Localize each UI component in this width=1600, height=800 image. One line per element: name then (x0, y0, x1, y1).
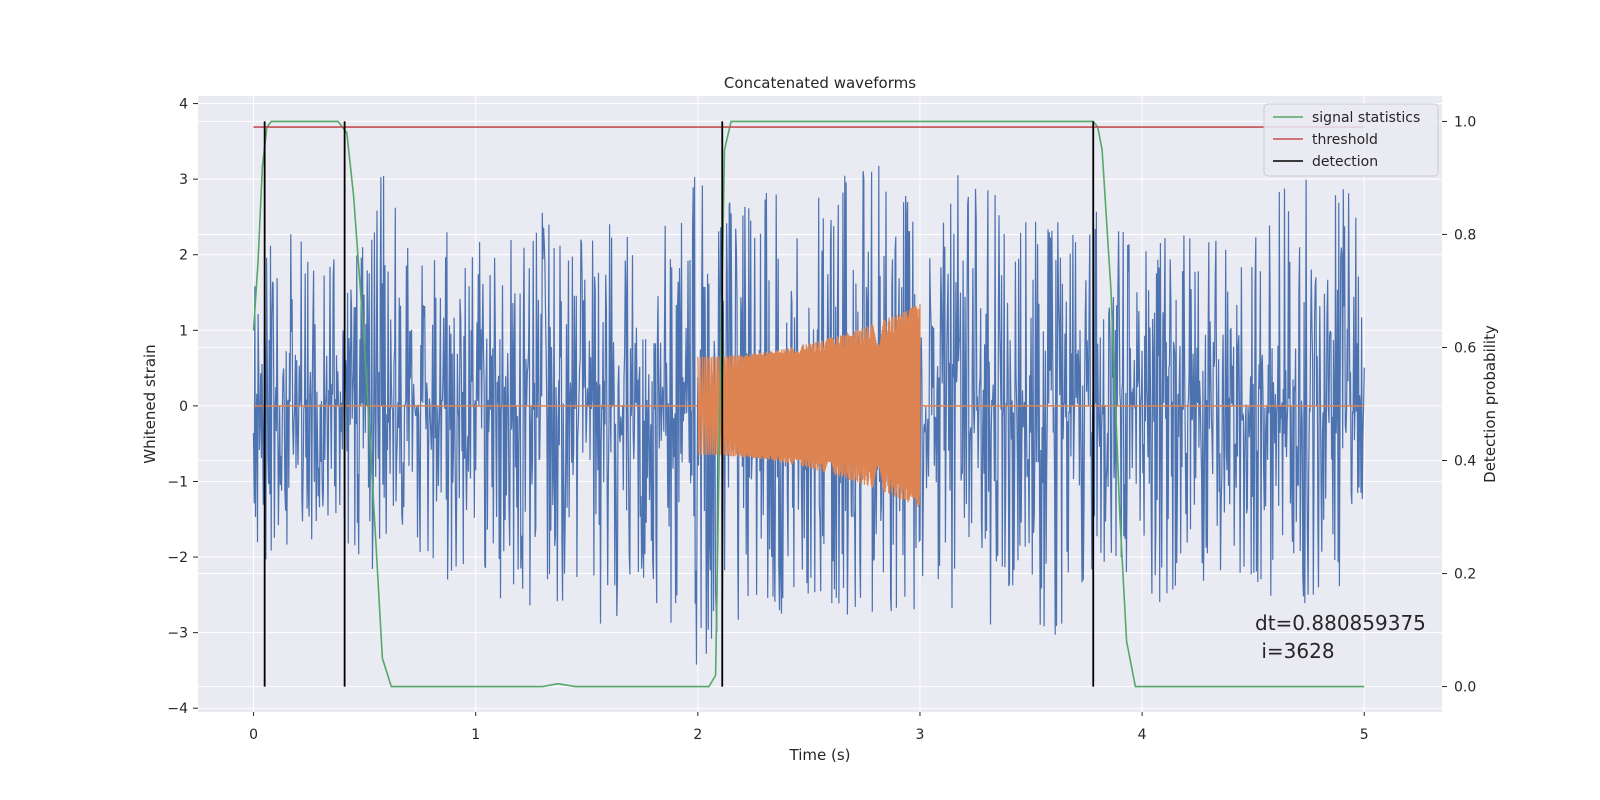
y-axis-label: Whitened strain (141, 344, 159, 463)
x-tick-labels: 0 1 2 3 4 5 (249, 712, 1369, 743)
y-tick-label: 3 (179, 172, 188, 188)
injection-chirp (697, 303, 921, 508)
y2-tick-label: 0.6 (1454, 340, 1476, 356)
legend-label-threshold: threshold (1312, 132, 1378, 148)
y-tick-label: −3 (167, 626, 188, 642)
y-tick-label: −1 (167, 474, 188, 490)
x-tick-label: 5 (1360, 727, 1369, 743)
injected-signal (253, 303, 1365, 508)
chart-title: Concatenated waveforms (724, 74, 916, 92)
series-signal-statistics (252, 120, 1365, 688)
detection-lines (263, 121, 1095, 687)
legend-box (1263, 103, 1439, 177)
y-tick-label: 1 (179, 323, 188, 339)
x-tick-label: 3 (916, 727, 925, 743)
x-tick-label: 4 (1138, 727, 1147, 743)
x-tick-label: 1 (471, 727, 480, 743)
legend: signal statistics threshold detection (1263, 103, 1439, 177)
y-tick-label: −2 (167, 550, 188, 566)
x-axis-label: Time (s) (789, 746, 851, 764)
x-tick-label: 0 (249, 727, 258, 743)
y-tick-label: 0 (179, 399, 188, 415)
y2-tick-label: 0.8 (1454, 227, 1476, 243)
y2-tick-label: 0.4 (1454, 454, 1476, 470)
y2-tick-label: 1.0 (1454, 114, 1476, 130)
legend-label-signal-statistics: signal statistics (1312, 110, 1420, 126)
series-lines (252, 120, 1365, 688)
y2-tick-labels: 0.0 0.2 0.4 0.6 0.8 1.0 (1442, 114, 1476, 696)
annotation-line-i: i=3628 (1255, 639, 1335, 663)
legend-label-detection: detection (1312, 154, 1378, 170)
annotation: dt=0.880859375 i=3628 (1255, 611, 1426, 663)
y-tick-label: 2 (179, 248, 188, 264)
annotation-line-dt: dt=0.880859375 (1255, 611, 1426, 635)
noise-waveform (252, 165, 1365, 665)
y2-axis-label: Detection probability (1481, 325, 1499, 483)
y-tick-labels: −4 −3 −2 −1 0 1 2 3 4 (167, 97, 198, 717)
y-tick-label: 4 (179, 97, 188, 113)
y2-tick-label: 0.2 (1454, 567, 1476, 583)
y-tick-label: −4 (167, 701, 188, 717)
y2-tick-label: 0.0 (1454, 680, 1476, 696)
noise-trace (252, 165, 1365, 665)
x-tick-label: 2 (693, 727, 702, 743)
